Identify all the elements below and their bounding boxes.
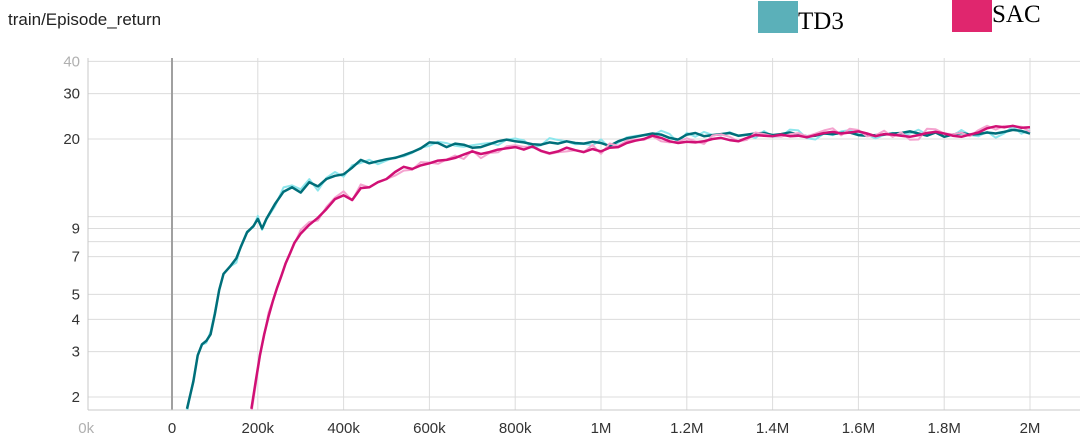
x-tick-label: 800k [499, 420, 532, 437]
x-tick-label: 2M [1020, 420, 1041, 437]
legend-swatch-td3 [758, 1, 798, 33]
series-line-sac [250, 124, 1031, 409]
x-tick-label: 1M [591, 420, 612, 437]
x-tick-label: 1.4M [756, 420, 789, 437]
y-tick-label: 5 [72, 286, 80, 303]
series-line-td3 [185, 128, 1031, 410]
grid [88, 58, 1080, 410]
x-tick-label: 1.2M [670, 420, 703, 437]
y-tick-label: 3 [72, 344, 80, 361]
series-raw-td3 [186, 125, 1031, 410]
y-tick-label: 20 [63, 131, 80, 148]
legend-swatch-sac [952, 0, 992, 32]
series-raw-sac [250, 124, 1031, 410]
series-lines [185, 124, 1031, 410]
y-tick-label: 40 [63, 53, 80, 70]
y-tick-label: 2 [72, 389, 80, 406]
chart-title: train/Episode_return [8, 10, 162, 29]
legend-item-td3: TD3 [758, 1, 844, 34]
y-tick-label: 30 [63, 86, 80, 103]
x-tick-label: 0 [168, 420, 176, 437]
y-tick-label: 9 [72, 220, 80, 237]
x-tick-label: 600k [413, 420, 446, 437]
y-tick-label: 7 [72, 249, 80, 266]
legend-label-sac: SAC [992, 1, 1041, 28]
legend-item-sac: SAC [952, 0, 1041, 32]
x-tick-label: 400k [327, 420, 360, 437]
legend-label-td3: TD3 [798, 8, 844, 35]
axes [87, 58, 1080, 411]
x-tick-label: 0k [78, 420, 94, 437]
x-tick-labels: 0k 0 200k 400k 600k 800k 1M 1.2M 1.4M 1.6M 1.8M 2M [78, 420, 1040, 437]
x-tick-label: 1.6M [842, 420, 875, 437]
x-tick-label: 200k [242, 420, 275, 437]
x-tick-label: 1.8M [928, 420, 961, 437]
y-tick-label: 4 [72, 311, 80, 328]
y-tick-labels: 40 30 20 9 7 5 4 3 2 [63, 53, 80, 406]
